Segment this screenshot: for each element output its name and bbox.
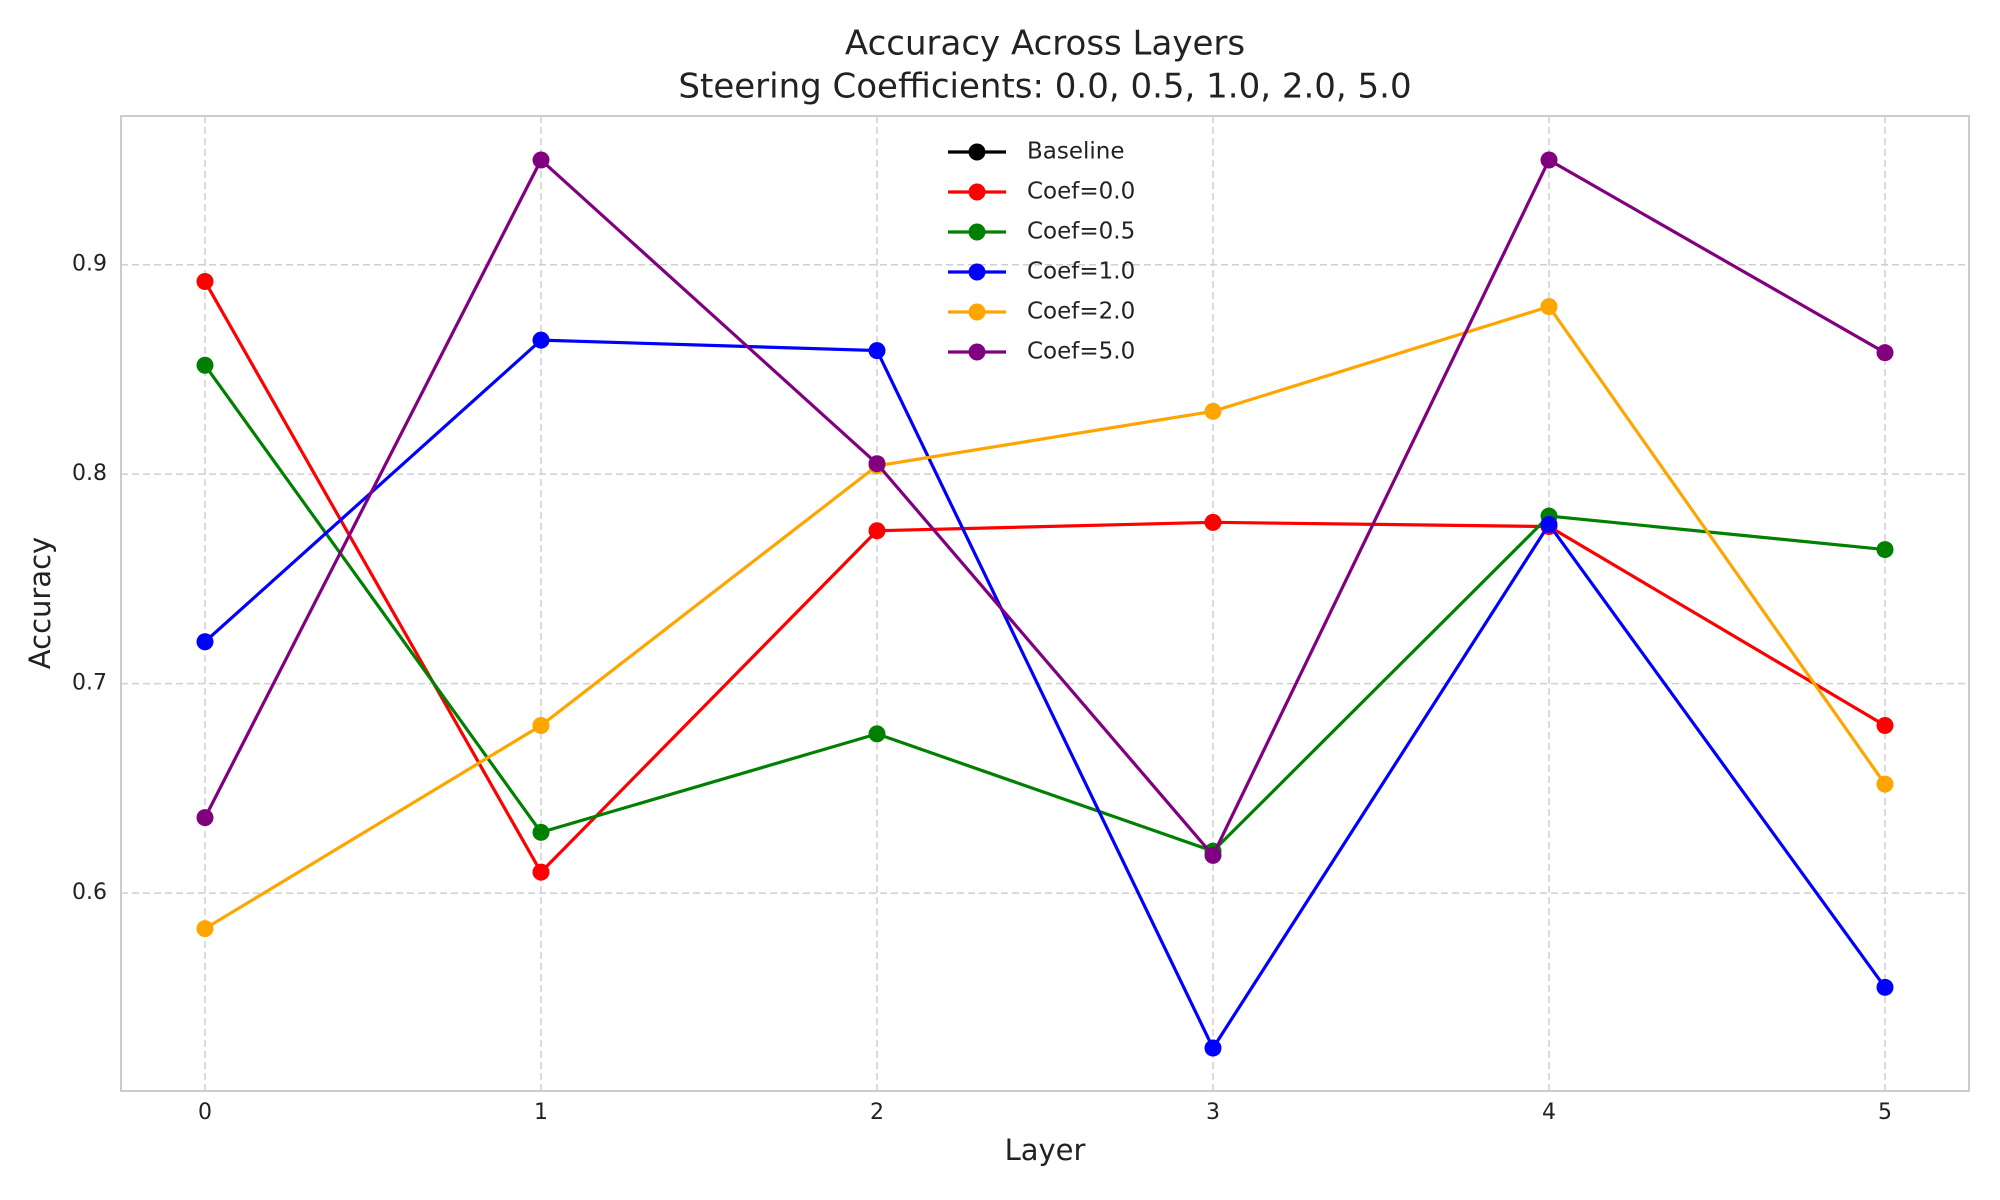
x-tick-label: 0 xyxy=(198,1100,212,1125)
data-point xyxy=(196,272,214,290)
data-point xyxy=(196,809,214,827)
y-tick-label: 0.7 xyxy=(72,671,107,696)
data-point xyxy=(1204,402,1222,420)
data-point xyxy=(532,863,550,881)
data-point xyxy=(868,342,886,360)
x-tick-label: 5 xyxy=(1878,1100,1892,1125)
data-point xyxy=(868,725,886,743)
x-axis-label: Layer xyxy=(1005,1133,1086,1167)
chart-subtitle: Steering Coefficients: 0.0, 0.5, 1.0, 2.… xyxy=(678,67,1411,107)
data-point xyxy=(1876,717,1894,735)
data-point xyxy=(1540,298,1558,316)
data-point xyxy=(1876,978,1894,996)
legend-marker xyxy=(968,263,986,281)
series-line xyxy=(203,157,1886,859)
y-tick-label: 0.6 xyxy=(72,880,107,905)
series-line xyxy=(204,304,1887,931)
x-tick-label: 3 xyxy=(1206,1100,1220,1125)
legend-label: Coef=0.5 xyxy=(1027,219,1135,245)
legend-marker xyxy=(968,303,986,321)
data-point xyxy=(532,331,550,349)
data-point xyxy=(1204,513,1222,531)
legend-label: Coef=0.0 xyxy=(1027,179,1135,205)
data-point xyxy=(1540,515,1558,533)
legend-marker xyxy=(968,223,986,241)
data-point xyxy=(196,356,214,374)
y-tick-label: 0.9 xyxy=(72,252,107,277)
legend-marker xyxy=(968,143,986,161)
data-point xyxy=(1876,541,1894,559)
legend-marker xyxy=(968,343,986,361)
data-point xyxy=(1204,846,1222,864)
plot-frame xyxy=(120,115,1970,1092)
data-point xyxy=(1204,1039,1222,1057)
data-point xyxy=(532,717,550,735)
legend-marker xyxy=(968,183,986,201)
x-tick-label: 1 xyxy=(534,1100,548,1125)
series-line xyxy=(203,364,1886,854)
legend-label: Coef=5.0 xyxy=(1027,339,1135,365)
data-point xyxy=(196,633,214,651)
data-point xyxy=(532,823,550,841)
series-line xyxy=(203,338,1887,1052)
data-point xyxy=(196,920,214,938)
data-point xyxy=(868,522,886,540)
x-tick-label: 2 xyxy=(870,1100,884,1125)
data-point xyxy=(532,151,550,169)
legend-label: Baseline xyxy=(1027,139,1125,165)
series-line xyxy=(203,280,1886,875)
x-tick-label: 4 xyxy=(1542,1100,1556,1125)
data-point xyxy=(1876,344,1894,362)
legend-label: Coef=1.0 xyxy=(1027,259,1135,285)
y-tick-label: 0.8 xyxy=(72,461,107,486)
chart-title: Accuracy Across Layers xyxy=(845,24,1245,64)
y-axis-label: Accuracy xyxy=(23,537,57,669)
legend-label: Coef=2.0 xyxy=(1027,299,1135,325)
data-point xyxy=(1876,775,1894,793)
data-point xyxy=(1540,151,1558,169)
data-point xyxy=(868,455,886,473)
